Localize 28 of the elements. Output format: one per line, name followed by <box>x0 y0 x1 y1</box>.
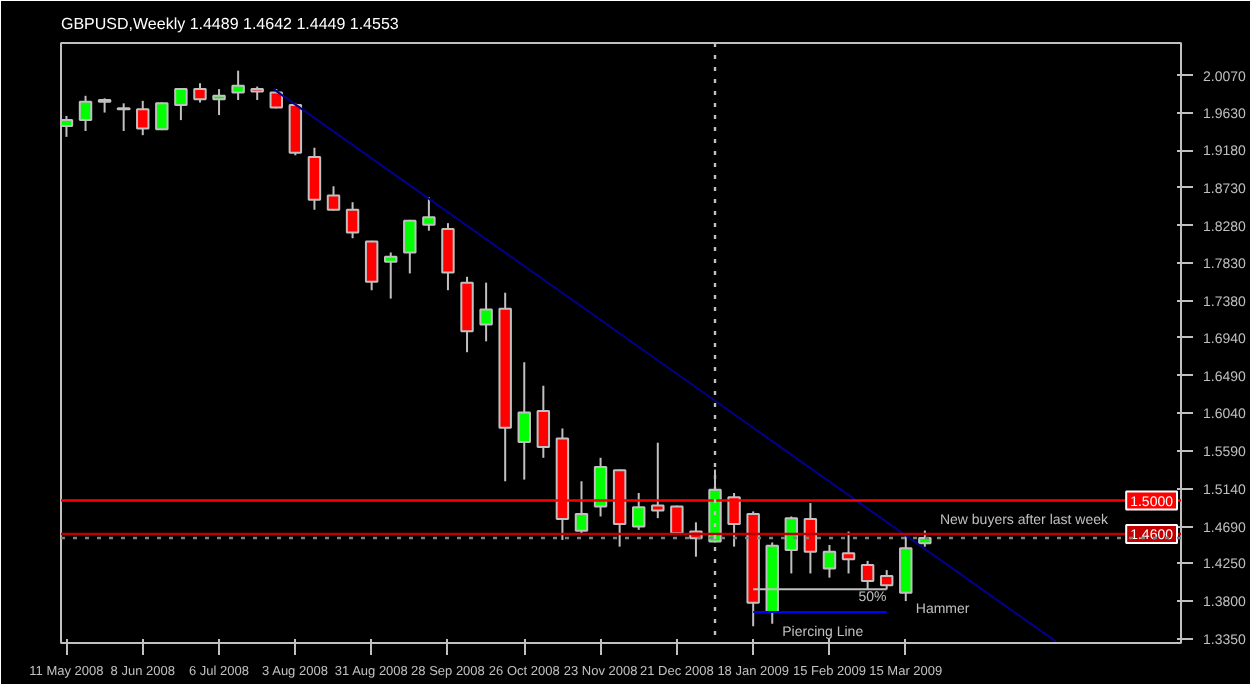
candlestick <box>116 102 131 132</box>
candlestick <box>403 218 417 275</box>
candlestick <box>78 94 93 132</box>
candlestick <box>269 88 283 110</box>
candlestick <box>841 530 856 575</box>
candlestick <box>326 185 341 212</box>
candlestick <box>517 361 531 481</box>
candlestick <box>345 201 360 240</box>
candlestick <box>155 101 169 132</box>
candlestick <box>212 88 226 117</box>
candlestick <box>536 384 551 459</box>
candlestick <box>364 239 379 292</box>
candlestick <box>307 146 322 211</box>
candlestick <box>631 492 646 531</box>
candlestick <box>384 251 398 300</box>
candlestick <box>174 87 188 122</box>
candlestick <box>231 69 245 101</box>
chart-title: GBPUSD,Weekly 1.4489 1.4642 1.4449 1.4553 <box>61 15 400 33</box>
candlestick <box>899 534 913 603</box>
candlestick <box>193 82 207 104</box>
candlestick <box>574 480 589 535</box>
candlestick <box>479 281 493 343</box>
candlestick <box>422 196 436 232</box>
candlestick <box>784 515 799 575</box>
candlestick <box>288 102 303 157</box>
candlestick <box>441 222 455 292</box>
candlestick <box>822 543 837 579</box>
candlestick <box>136 99 150 137</box>
